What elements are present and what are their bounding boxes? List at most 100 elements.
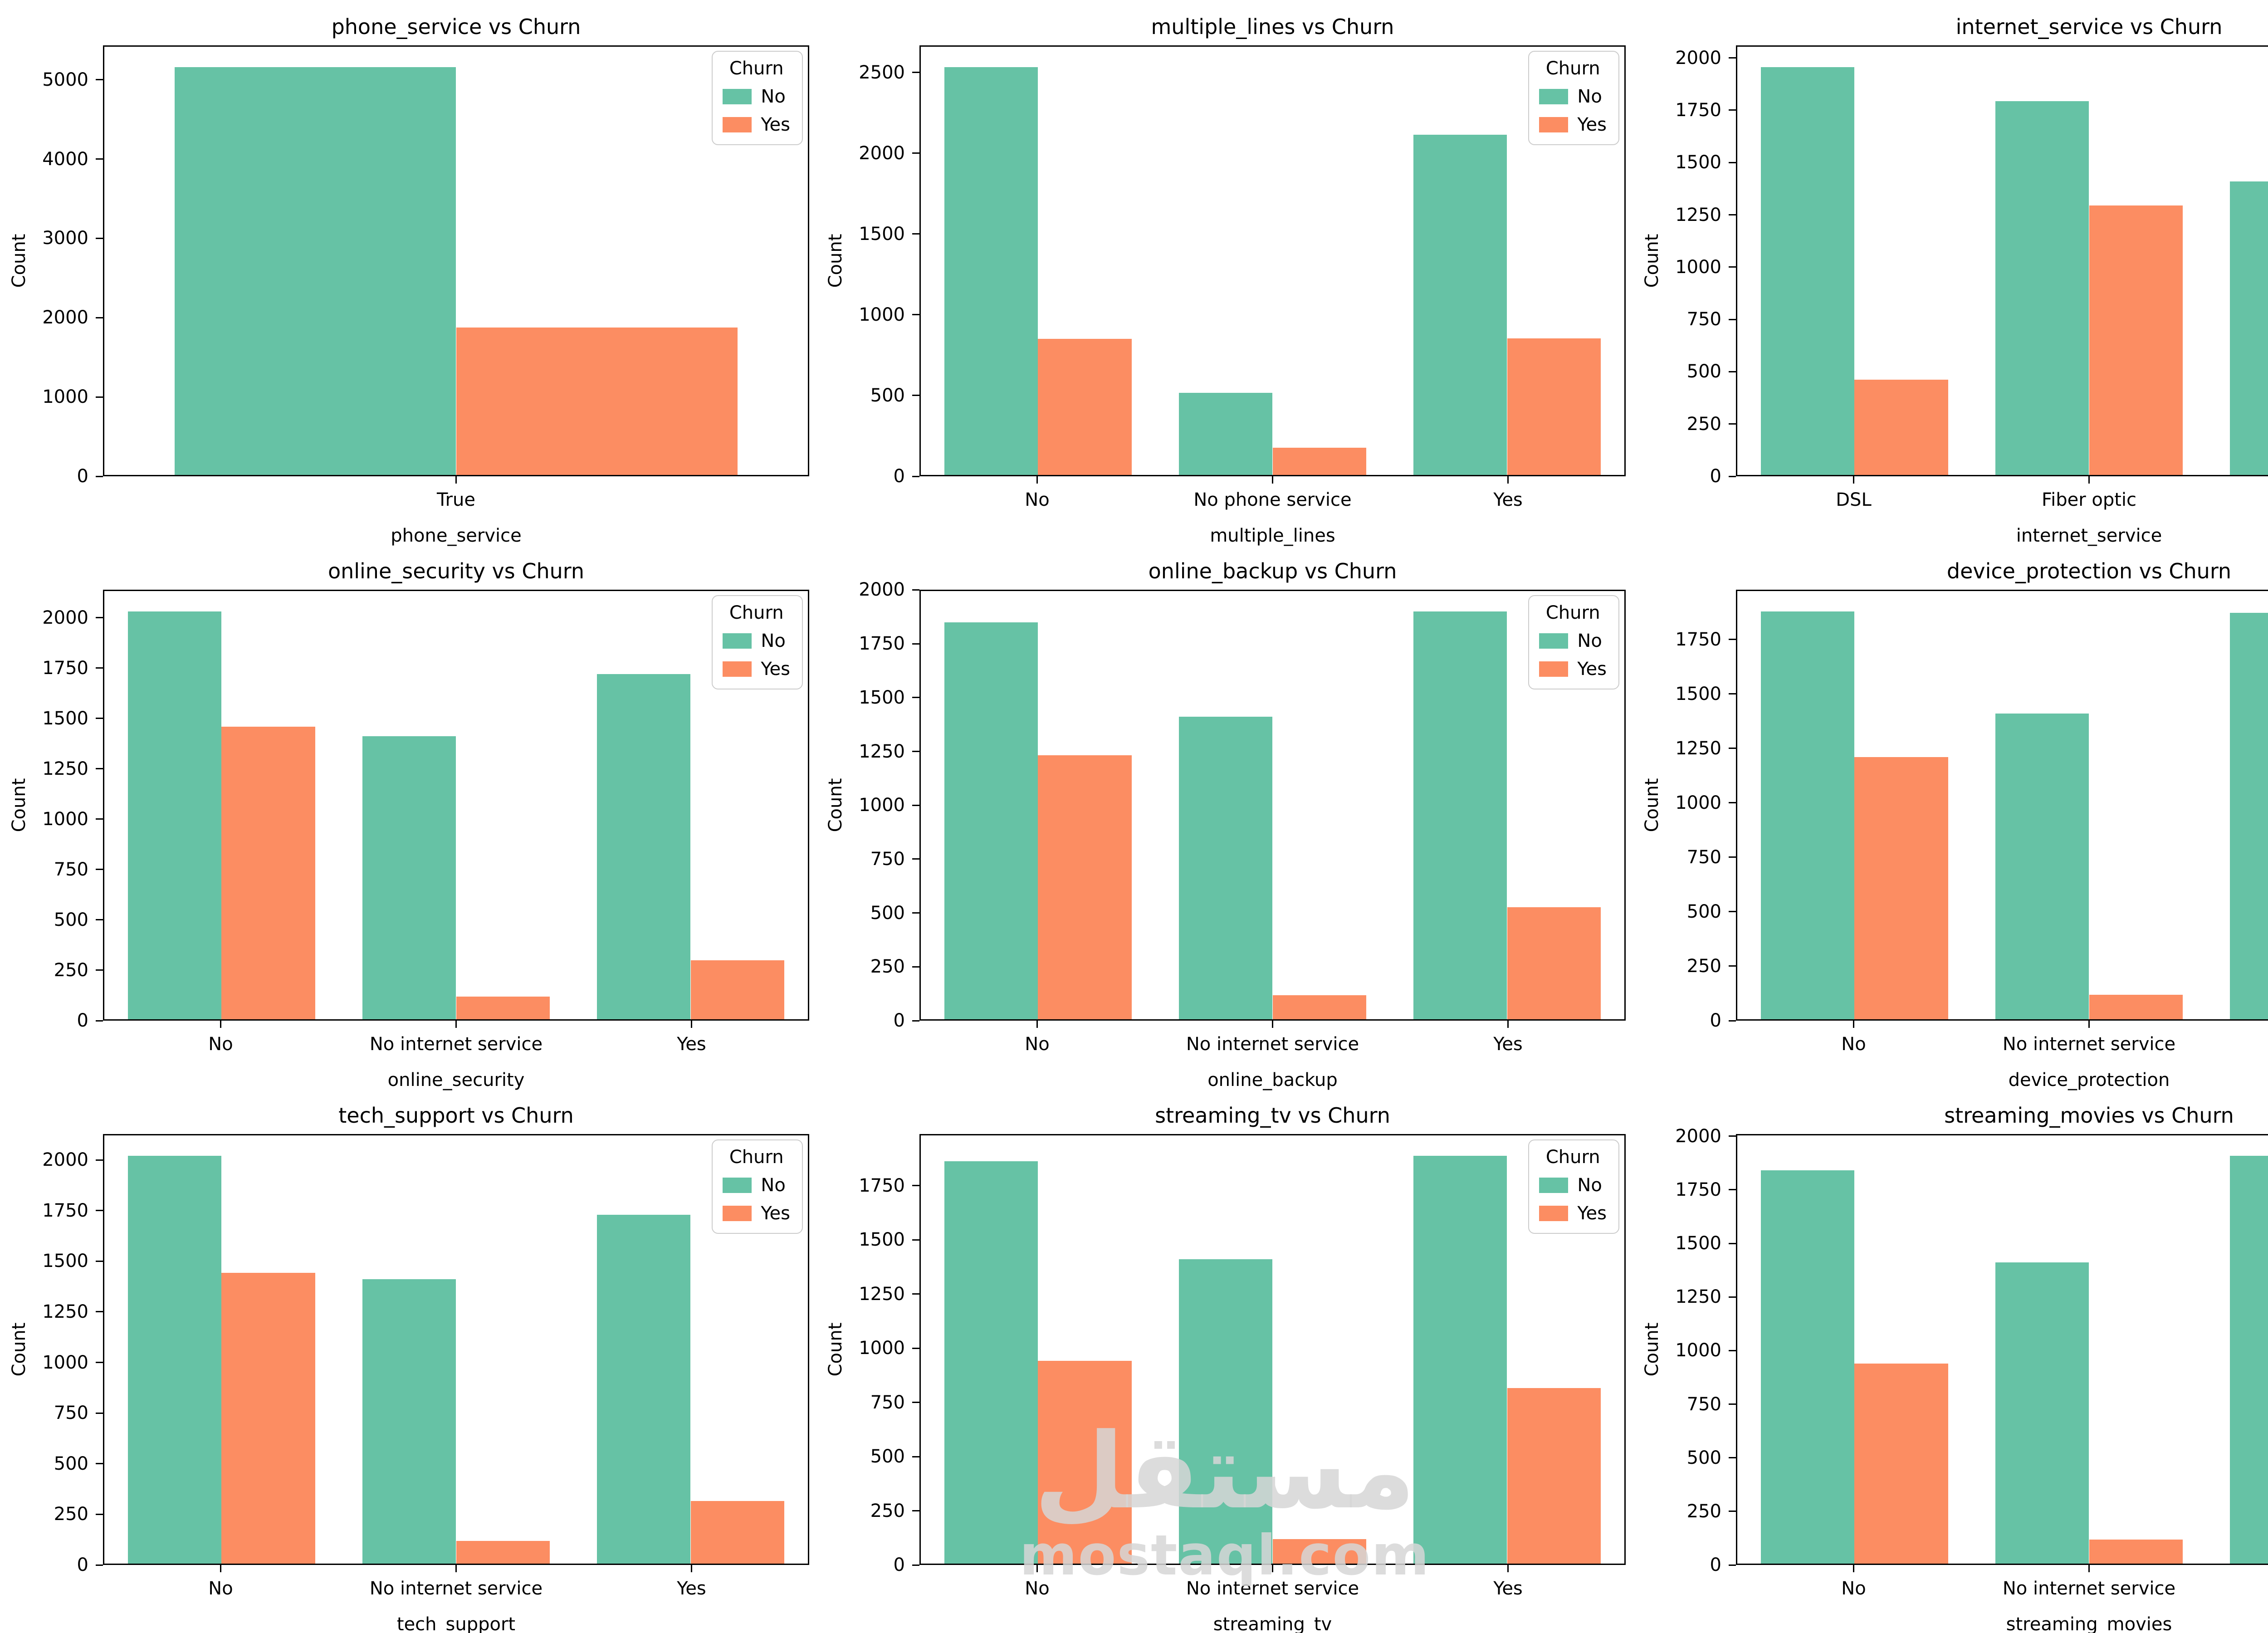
legend-item-label: Yes (1577, 1203, 1607, 1224)
y-tick-mark (912, 233, 919, 235)
y-tick-label: 1500 (1675, 152, 1721, 173)
x-tick-label: No (208, 1034, 233, 1055)
bar-no-churn-yes (1854, 757, 1949, 1019)
bar-no-internet-service-churn-no (362, 1279, 456, 1564)
y-tick-label: 0 (893, 1555, 905, 1575)
bar-no-internet-service-churn-yes (2089, 1539, 2183, 1564)
y-tick-mark (912, 858, 919, 860)
y-tick-mark (912, 1347, 919, 1349)
chart-device_protection: device_protection vs Churn Count 0 250 500 75… (1633, 544, 2268, 1090)
x-axis-label: streaming_movies (2006, 1614, 2172, 1633)
x-tick-mark (1036, 1565, 1038, 1572)
bar-no-churn-no (944, 622, 1038, 1019)
x-axis-label: online_backup (1207, 1070, 1338, 1090)
y-tick-mark (1729, 266, 1736, 268)
y-tick-mark (96, 1463, 103, 1465)
legend-item-no: No (723, 1175, 790, 1196)
bar-yes-churn-yes (690, 1501, 785, 1564)
y-tick-mark (96, 1020, 103, 1022)
x-tick-mark (1853, 1021, 1854, 1028)
bar-no-churn-no (2229, 181, 2268, 475)
legend: Churn No Yes (1528, 1139, 1619, 1234)
y-tick-label: 750 (54, 859, 88, 880)
x-tick-label: No (2166, 491, 2268, 509)
y-tick-mark (1729, 1020, 1736, 1022)
y-tick-mark (96, 768, 103, 770)
x-tick-label: Yes (2166, 1035, 2268, 1053)
y-tick-label: 250 (870, 956, 905, 978)
y-tick-mark (96, 79, 103, 81)
bar-yes-churn-no (1413, 134, 1507, 475)
chart-streaming_tv: streaming_tv vs Churn Count 0 250 500 750 1000… (816, 1089, 1633, 1633)
y-tick-label: 2500 (859, 62, 905, 83)
legend-item-yes: Yes (723, 114, 790, 135)
y-tick-label: 750 (1686, 309, 1721, 330)
chart-streaming_movies: streaming_movies vs Churn Count 0 250 500 750… (1633, 1089, 2268, 1633)
x-tick-mark (1036, 476, 1038, 484)
plot-area (1736, 45, 2268, 476)
x-tick-label: No internet service (369, 1578, 543, 1599)
plot-area (919, 1134, 1626, 1565)
x-tick-mark (220, 1565, 221, 1572)
y-tick-label: 1250 (859, 1283, 905, 1305)
bar-no-churn-no (1760, 1170, 1855, 1564)
y-tick-label: 250 (54, 959, 88, 981)
y-tick-label: 1750 (42, 657, 88, 679)
y-tick-mark (96, 475, 103, 477)
legend: Churn No Yes (712, 595, 803, 689)
y-tick-mark (912, 804, 919, 806)
legend-item-label: Yes (1577, 114, 1607, 135)
plot-area (919, 590, 1626, 1021)
x-tick-label: Yes (677, 1034, 706, 1055)
y-tick-label: 5000 (42, 69, 88, 90)
legend-item-label: No (1577, 1175, 1602, 1196)
x-tick-mark (691, 1565, 692, 1572)
legend-swatch-yes (723, 1206, 752, 1221)
y-tick-label: 2000 (42, 607, 88, 628)
bar-no-internet-service-churn-no (1178, 717, 1273, 1019)
plot-area (1736, 1134, 2268, 1565)
y-tick-label: 2000 (1675, 1125, 1721, 1147)
x-tick-mark (1507, 1021, 1509, 1028)
y-tick-label: 1000 (859, 304, 905, 325)
legend-swatch-no (1539, 89, 1569, 104)
y-tick-mark (912, 152, 919, 154)
y-tick-label: 0 (893, 466, 905, 487)
y-tick-mark (1729, 693, 1736, 695)
y-tick-label: 1250 (1675, 204, 1721, 225)
bar-no-phone-service-churn-no (1178, 392, 1273, 475)
y-tick-label: 250 (1686, 1501, 1721, 1522)
y-tick-label: 2000 (1675, 47, 1721, 68)
legend-swatch-no (723, 89, 752, 104)
y-tick-mark (1729, 1349, 1736, 1351)
x-axis-label: online_security (387, 1070, 525, 1090)
y-tick-mark (912, 912, 919, 914)
x-tick-label: No phone service (1193, 489, 1352, 510)
y-tick-mark (912, 72, 919, 73)
y-tick-mark (912, 395, 919, 396)
y-tick-label: 1500 (42, 708, 88, 729)
y-tick-label: 250 (870, 1500, 905, 1521)
legend-title: Churn (1545, 58, 1600, 79)
y-tick-mark (912, 314, 919, 316)
legend-swatch-no (723, 633, 752, 649)
y-tick-label: 500 (870, 902, 905, 924)
y-tick-label: 2000 (42, 307, 88, 328)
bar-no-churn-yes (1038, 1360, 1132, 1564)
x-tick-label: True (437, 489, 475, 510)
y-tick-mark (96, 1311, 103, 1313)
legend-swatch-yes (1539, 117, 1569, 132)
bar-dsl-churn-yes (1854, 379, 1949, 475)
chart-title: internet_service vs Churn (1955, 15, 2223, 39)
x-tick-label: Yes (1493, 489, 1523, 510)
y-tick-mark (96, 1362, 103, 1364)
y-tick-mark (1729, 475, 1736, 477)
legend-item-yes: Yes (723, 659, 790, 680)
legend-item-no: No (723, 86, 790, 107)
chart-title: phone_service vs Churn (331, 15, 581, 39)
y-tick-mark (96, 237, 103, 239)
x-axis-label: phone_service (391, 525, 522, 546)
y-tick-label: 1750 (1675, 99, 1721, 121)
y-tick-mark (96, 396, 103, 398)
chart-title: online_security vs Churn (327, 559, 585, 583)
